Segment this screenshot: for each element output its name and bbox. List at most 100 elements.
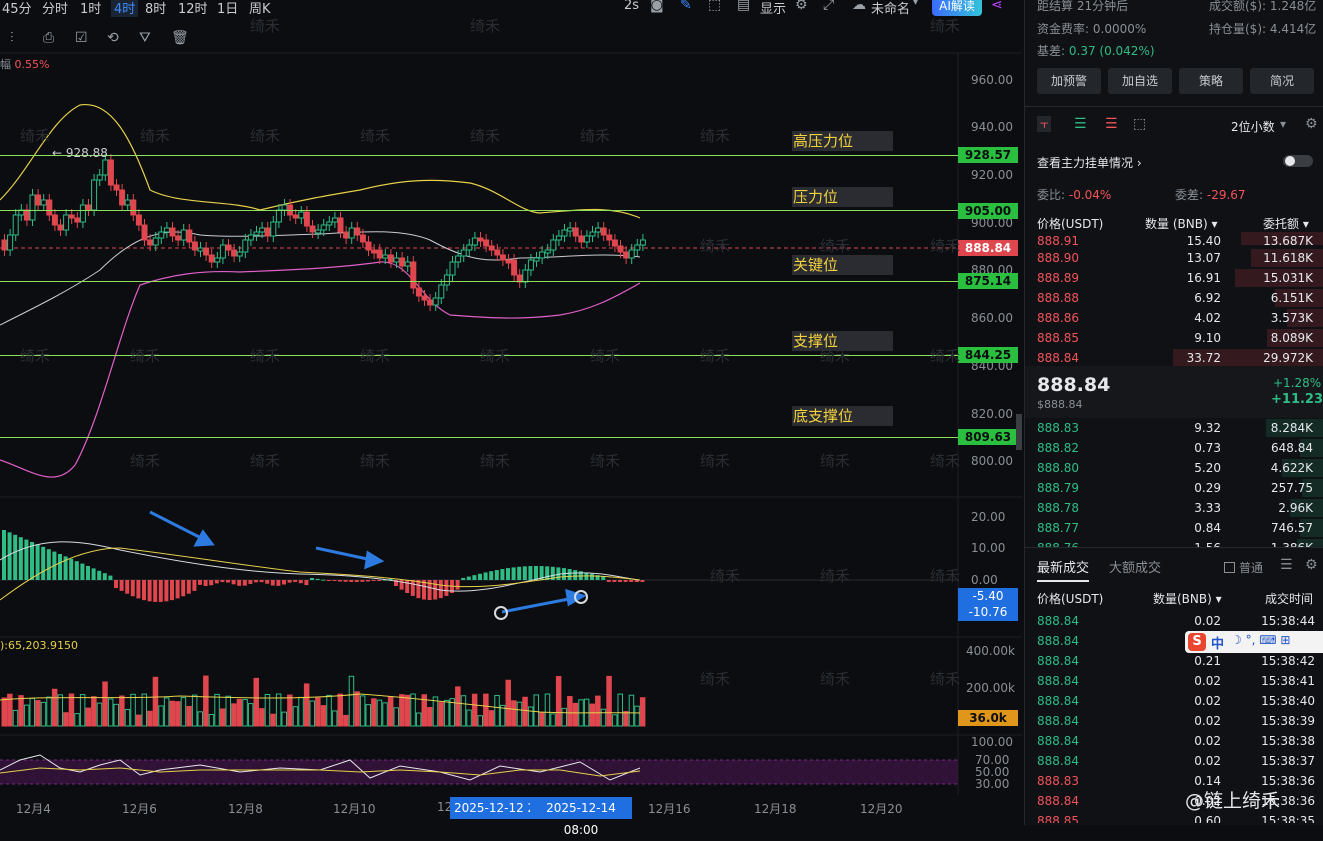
cloud-icon[interactable]: ☁ — [852, 0, 866, 13]
share-icon[interactable]: ⋖ — [991, 0, 1003, 13]
expand-icon[interactable]: ⬚ — [708, 0, 722, 13]
book-header-qty[interactable]: 数量 (BNB) ▾ — [1145, 217, 1218, 231]
chevron-down-icon[interactable]: ▾ — [1280, 117, 1287, 131]
overview-button[interactable]: 简况 — [1250, 68, 1314, 94]
ask-row[interactable]: 888.86 4.02 3.573K — [1025, 308, 1323, 328]
layout-name-button[interactable]: 未命名 — [871, 2, 911, 17]
trade-header-qty[interactable]: 数量(BNB) ▾ — [1153, 592, 1222, 606]
volume-bar — [427, 707, 433, 727]
candle — [152, 237, 159, 246]
ime-mode[interactable]: 中 — [1211, 637, 1225, 652]
ask-row[interactable]: 888.85 9.10 8.089K — [1025, 328, 1323, 348]
tf-45m[interactable]: 45分 — [2, 2, 32, 17]
ask-row[interactable]: 888.84 33.72 29.972K — [1025, 348, 1323, 368]
tab-latest-trades[interactable]: 最新成交 — [1037, 557, 1090, 582]
tf-1h[interactable]: 1时 — [80, 2, 102, 17]
trade-row: 888.84 0.21 15:38:42 — [1025, 651, 1323, 671]
candle — [270, 221, 277, 237]
normal-checkbox[interactable] — [1224, 562, 1235, 573]
book-both-icon[interactable]: ⫟ — [1037, 116, 1052, 132]
gear-icon[interactable]: ⚙ — [1305, 557, 1318, 573]
rsi-tick: 30.00 — [975, 777, 1010, 791]
volume-bar — [387, 696, 394, 727]
bid-row[interactable]: 888.83 9.32 8.284K — [1025, 418, 1323, 438]
volume-bar — [107, 698, 114, 727]
book-amount: 11.618K — [1263, 251, 1313, 265]
book-asks-icon[interactable]: ☰ — [1105, 116, 1118, 132]
trade-qty: 0.02 — [1194, 754, 1221, 768]
bid-row[interactable]: 888.82 0.73 648.84 — [1025, 438, 1323, 458]
camera-icon[interactable]: ◙ — [650, 0, 664, 13]
volume-bar — [158, 705, 164, 727]
trade-time: 15:38:38 — [1261, 734, 1315, 748]
main-orders-link[interactable]: 查看主力挂单情况 › — [1037, 156, 1142, 170]
volume-bar — [611, 714, 618, 727]
brush-icon[interactable]: ⟲ — [107, 30, 119, 46]
watermark-text: 绮禾 — [700, 127, 731, 145]
crosshair-time-end: 2025-12-14 08:00 — [530, 797, 632, 837]
pen-icon[interactable]: ✎ — [680, 0, 692, 13]
macd-bar — [478, 573, 482, 580]
main-orders-toggle[interactable] — [1283, 155, 1313, 167]
book-amount: 15.031K — [1263, 271, 1313, 285]
ask-row[interactable]: 888.88 6.92 6.151K — [1025, 288, 1323, 308]
trade-price: 888.84 — [1037, 754, 1079, 768]
gear-icon[interactable]: ⚙ — [1305, 116, 1318, 132]
candle — [275, 209, 282, 223]
chart-area[interactable]: 45分 分时 1时 4时 8时 12时 1日 周K 2s ◙ ✎ ⬚ ▤ 显示 … — [0, 0, 1022, 837]
trash-icon[interactable]: 🗑 — [171, 30, 189, 46]
tf-12h[interactable]: 12时 — [178, 2, 208, 17]
template-icon[interactable]: ☑ — [75, 30, 88, 46]
bid-row[interactable]: 888.78 3.33 2.96K — [1025, 498, 1323, 518]
volume-bar — [600, 708, 607, 727]
trade-row: 888.83 0.14 15:38:36 — [1025, 771, 1323, 791]
book-amount: 3.573K — [1270, 311, 1313, 325]
chevron-down-icon[interactable]: ▾ — [913, 0, 919, 8]
ask-row[interactable]: 888.91 15.40 13.687K — [1025, 231, 1323, 245]
fullscreen-icon[interactable]: ⤢ — [823, 0, 835, 13]
bid-row[interactable]: 888.76 1.56 1.386K — [1025, 538, 1323, 548]
bid-row[interactable]: 888.79 0.29 257.75 — [1025, 478, 1323, 498]
ime-tools-icon[interactable]: ☽ °, ⌨ ⊞ — [1231, 633, 1291, 647]
strategy-button[interactable]: 策略 — [1179, 68, 1243, 94]
macd-bar — [2, 530, 6, 580]
tab-large-trades[interactable]: 大额成交 — [1109, 561, 1162, 576]
pane-resize-handle[interactable] — [1016, 414, 1022, 450]
book-price: 888.83 — [1037, 421, 1079, 435]
book-header-amount[interactable]: 委托额 ▾ — [1263, 217, 1309, 231]
refresh-interval[interactable]: 2s — [624, 0, 640, 13]
decimals-select[interactable]: 2位小数 — [1231, 120, 1275, 134]
book-bids-icon[interactable]: ☰ — [1074, 116, 1087, 132]
gear-icon[interactable]: ⚙ — [795, 0, 808, 13]
depth-bar — [1286, 309, 1323, 327]
tf-1w[interactable]: 周K — [249, 2, 271, 17]
tf-1d[interactable]: 1日 — [217, 2, 239, 17]
ai-analysis-button[interactable]: AI解读 — [932, 0, 982, 16]
kline-canvas[interactable] — [0, 0, 1022, 825]
ask-row[interactable]: 888.89 16.91 15.031K — [1025, 268, 1323, 288]
volume-bar — [225, 695, 231, 727]
chart-settings-icon[interactable]: ▤ — [737, 0, 751, 13]
indicator-icon[interactable]: ⫶ — [10, 30, 14, 46]
book-amount: 2.96K — [1278, 501, 1313, 515]
candle — [119, 189, 126, 206]
bid-row[interactable]: 888.77 0.84 746.57 — [1025, 518, 1323, 538]
add-watchlist-button[interactable]: 加自选 — [1108, 68, 1172, 94]
filter-icon[interactable]: ⛛ — [139, 30, 151, 46]
rsi-ma — [0, 767, 641, 777]
bid-row[interactable]: 888.80 5.20 4.622K — [1025, 458, 1323, 478]
ask-row[interactable]: 888.90 13.07 11.618K — [1025, 248, 1323, 268]
filter-icon[interactable]: ☰ — [1280, 557, 1293, 573]
tf-4h[interactable]: 4时 — [111, 0, 139, 17]
volume-bar — [119, 695, 125, 727]
ime-toolbar[interactable]: S 中 ☽ °, ⌨ ⊞ — [1185, 631, 1323, 653]
book-depth-icon[interactable]: ⬚ — [1133, 116, 1147, 132]
clipboard-icon[interactable]: ⎙ — [43, 30, 55, 46]
tf-timeshare[interactable]: 分时 — [42, 2, 69, 17]
candle — [124, 199, 131, 206]
tf-8h[interactable]: 8时 — [145, 2, 167, 17]
add-alert-button[interactable]: 加预警 — [1037, 68, 1101, 94]
display-button[interactable]: 显示 — [760, 2, 787, 17]
macd-bar — [556, 567, 561, 580]
book-qty: 0.73 — [1194, 441, 1221, 455]
